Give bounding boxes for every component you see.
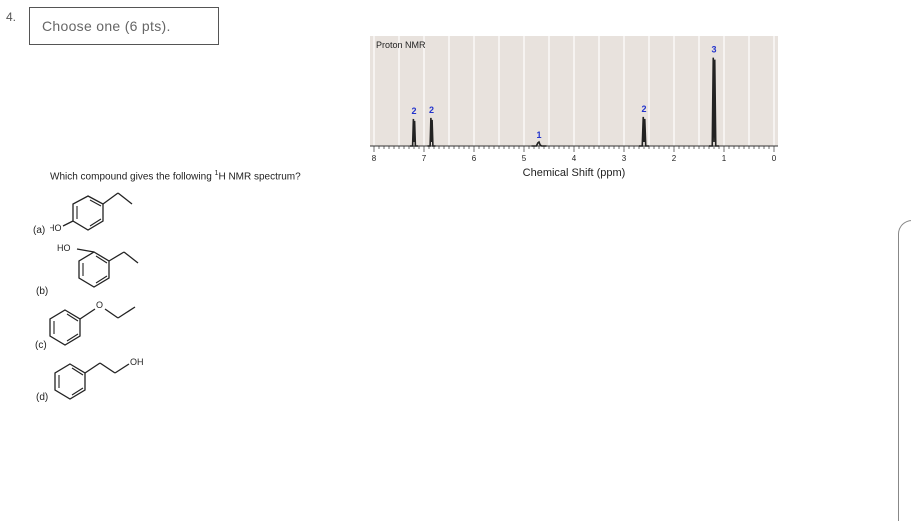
option-a-structure[interactable]: HO <box>50 185 160 245</box>
question-prompt: Which compound gives the following 1H NM… <box>50 170 301 183</box>
x-tick-label: 5 <box>522 154 527 163</box>
x-axis-label: Chemical Shift (ppm) <box>523 167 626 179</box>
choose-one-label: Choose one (6 pts). <box>42 18 171 34</box>
option-d-label[interactable]: (d) <box>36 392 49 403</box>
option-c-structure[interactable]: O <box>40 295 160 355</box>
x-tick-label: 7 <box>422 154 427 163</box>
nmr-peak <box>427 117 436 147</box>
peak-integration-label: 2 <box>429 105 434 115</box>
minor-ticks <box>373 146 775 152</box>
x-tick-label: 6 <box>472 154 477 163</box>
option-d-structure[interactable]: OH <box>45 350 165 410</box>
integrations: 2 2 1 2 3 <box>411 45 716 140</box>
peak-integration-label: 2 <box>641 104 646 114</box>
option-c-label[interactable]: (c) <box>35 340 47 351</box>
option-b-structure[interactable]: HO <box>50 240 160 300</box>
option-c-substituent: O <box>96 300 103 310</box>
question-number: 4. <box>6 10 17 24</box>
peak-integration-label: 1 <box>536 130 541 140</box>
x-tick-label: 2 <box>672 154 677 163</box>
option-a-label[interactable]: (a) <box>33 225 46 236</box>
nmr-peak <box>639 116 649 147</box>
x-tick-label: 0 <box>772 154 777 163</box>
option-b-substituent: HO <box>57 243 71 253</box>
nmr-peak <box>709 57 719 147</box>
nmr-peak <box>531 140 547 147</box>
peaks <box>410 57 719 147</box>
grid-lines <box>373 36 775 146</box>
x-tick-label: 1 <box>722 154 727 163</box>
nmr-spectrum: Proton NMR 2 2 1 2 3 8 7 6 5 4 3 2 1 0 Chemical Shif… <box>370 36 778 179</box>
side-panel-frame <box>898 220 911 521</box>
option-a-substituent: HO <box>50 223 62 233</box>
x-tick-label: 8 <box>372 154 377 163</box>
option-d-substituent: OH <box>130 357 144 367</box>
peak-integration-label: 2 <box>411 106 416 116</box>
nmr-peak <box>410 118 418 147</box>
tick-labels: 8 7 6 5 4 3 2 1 0 <box>372 154 777 163</box>
x-tick-label: 4 <box>572 154 577 163</box>
choose-one-box[interactable]: Choose one (6 pts). <box>29 7 219 45</box>
x-tick-label: 3 <box>622 154 627 163</box>
peak-integration-label: 3 <box>711 45 716 55</box>
option-b-label[interactable]: (b) <box>36 286 49 297</box>
chart-title: Proton NMR <box>376 40 426 50</box>
